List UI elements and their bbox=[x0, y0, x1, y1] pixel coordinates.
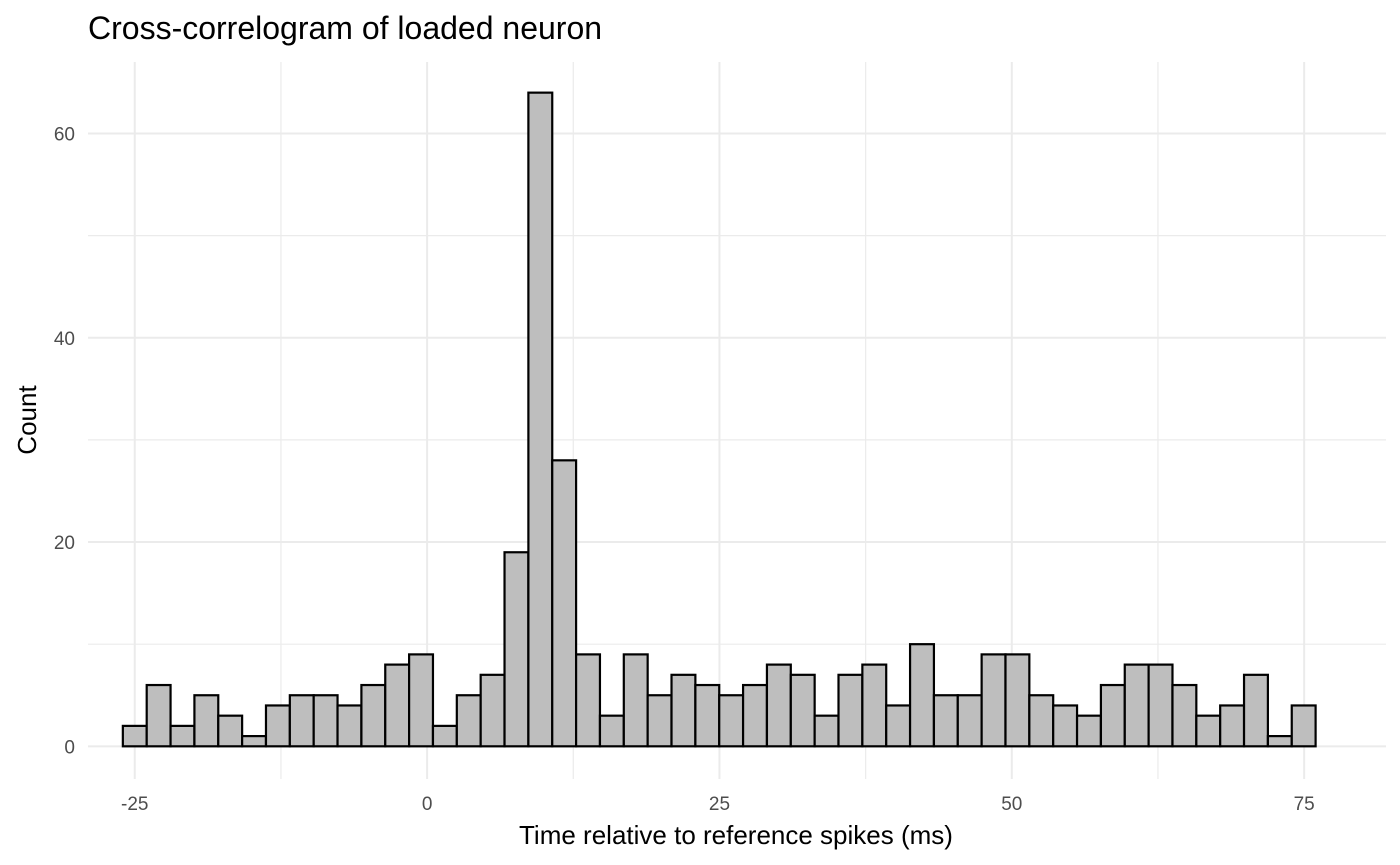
histogram-bar bbox=[1266, 735, 1293, 748]
histogram-bar bbox=[264, 704, 291, 748]
histogram-bar bbox=[503, 551, 530, 748]
histogram-bar bbox=[956, 694, 983, 748]
y-axis-title: Count bbox=[12, 385, 42, 455]
x-tick-label: -25 bbox=[121, 794, 148, 815]
histogram-bar bbox=[408, 653, 435, 748]
histogram-bar bbox=[908, 643, 936, 748]
histogram-bar bbox=[312, 694, 339, 748]
histogram-bar bbox=[241, 735, 268, 748]
histogram-bar bbox=[932, 694, 959, 748]
histogram-bar bbox=[384, 663, 411, 748]
histogram-bar bbox=[1052, 704, 1079, 748]
histogram-bar bbox=[1147, 663, 1174, 748]
x-axis-tick-labels: -25 0 25 50 75 bbox=[121, 794, 1315, 815]
histogram-bar bbox=[885, 704, 912, 748]
histogram-bar bbox=[217, 714, 244, 748]
chart-title: Cross-correlogram of loaded neuron bbox=[88, 10, 602, 46]
histogram-bar bbox=[980, 653, 1007, 748]
y-tick-label: 0 bbox=[64, 737, 75, 758]
y-axis-tick-labels: 0 20 40 60 bbox=[54, 124, 75, 758]
histogram-bar bbox=[789, 673, 816, 748]
histogram-bar bbox=[694, 683, 721, 748]
histogram-bar bbox=[145, 683, 172, 748]
histogram-bar bbox=[193, 694, 220, 748]
histogram-bars bbox=[121, 91, 1317, 748]
histogram-bar bbox=[527, 91, 554, 748]
y-tick-label: 20 bbox=[54, 533, 75, 554]
x-tick-label: 25 bbox=[709, 794, 730, 815]
histogram-bar bbox=[169, 724, 196, 748]
x-tick-label: 75 bbox=[1294, 794, 1315, 815]
histogram-bar bbox=[479, 673, 506, 748]
x-tick-label: 50 bbox=[1001, 794, 1022, 815]
histogram-bar bbox=[288, 694, 315, 748]
grid-lines bbox=[88, 62, 1386, 779]
histogram-bar bbox=[861, 663, 888, 748]
histogram-bar bbox=[670, 673, 697, 748]
histogram-bar bbox=[431, 724, 458, 748]
histogram-bar bbox=[1242, 673, 1269, 748]
x-axis-title: Time relative to reference spikes (ms) bbox=[519, 820, 953, 850]
histogram-bar bbox=[336, 704, 363, 748]
histogram-bar bbox=[622, 653, 649, 748]
y-tick-label: 60 bbox=[54, 124, 75, 145]
x-tick-label: 0 bbox=[422, 794, 433, 815]
histogram-bar bbox=[837, 673, 864, 748]
histogram-bar bbox=[574, 653, 602, 748]
histogram-bar bbox=[598, 714, 625, 748]
histogram-bar bbox=[1195, 714, 1222, 748]
histogram-bar bbox=[360, 683, 387, 748]
histogram-bar bbox=[813, 714, 840, 748]
histogram-bar bbox=[551, 459, 578, 748]
histogram-bar bbox=[1099, 683, 1126, 748]
histogram-bar bbox=[1171, 683, 1198, 748]
histogram-bar bbox=[1004, 653, 1031, 748]
histogram-bar bbox=[1028, 694, 1055, 748]
histogram-bar bbox=[455, 694, 482, 748]
y-tick-label: 40 bbox=[54, 329, 75, 350]
histogram-bar bbox=[1290, 704, 1317, 748]
histogram-bar bbox=[765, 663, 792, 748]
histogram-bar bbox=[1075, 714, 1103, 748]
histogram-bar bbox=[1219, 704, 1246, 748]
histogram-bar bbox=[718, 694, 745, 748]
histogram-bar bbox=[121, 724, 148, 748]
histogram-bar bbox=[1123, 663, 1150, 748]
histogram-bar bbox=[741, 683, 769, 748]
histogram-bar bbox=[646, 694, 673, 748]
